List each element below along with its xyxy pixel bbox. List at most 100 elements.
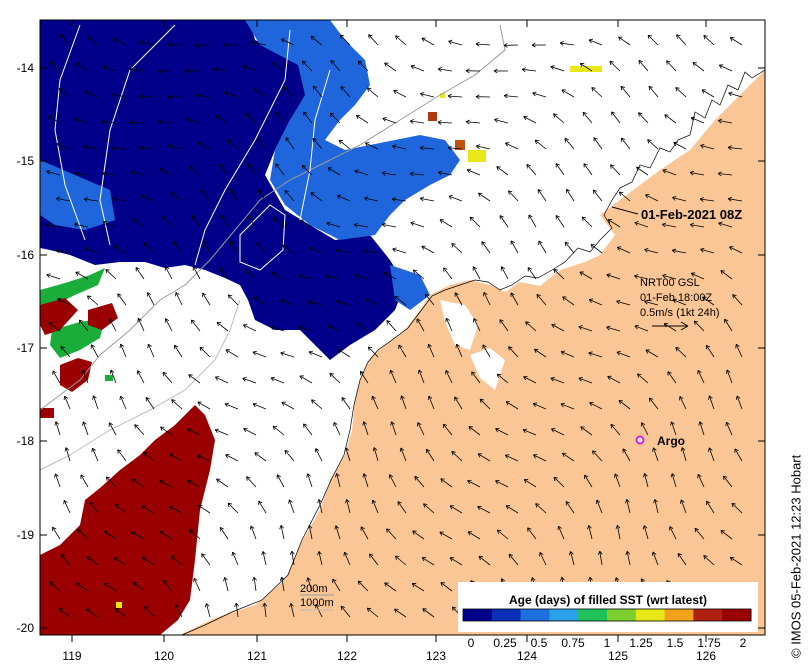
current-vector [171,399,183,410]
current-vector [690,224,705,228]
current-vector-head [112,196,117,199]
kimberley-inlets [440,300,478,350]
current-vector-head [642,473,645,478]
current-vector-head [197,401,201,406]
current-vector [561,89,575,98]
current-vector-head [340,34,345,37]
current-vector [448,95,463,98]
current-vector-head [290,603,294,607]
current-vector [705,345,715,358]
current-vector-head [447,95,452,99]
current-vector [46,224,61,228]
current-vector [271,272,285,280]
current-vector-head [626,551,631,555]
current-vector-head [588,39,592,44]
current-vector [318,499,323,514]
current-vector [410,120,425,124]
current-vector-head [55,421,60,425]
current-vector-head [391,198,396,202]
current-vector-head [330,59,335,63]
current-vector-head [400,447,405,451]
current-vector-head [57,298,60,303]
current-vector [326,275,341,280]
current-vector-head [564,138,566,143]
current-vector-head [392,248,396,253]
current-vector-head [129,120,134,123]
current-vector [536,294,547,306]
colorbar-ticks: 0 0.25 0.5 0.75 1 1.25 1.5 1.75 2 [468,636,747,650]
current-vector [535,503,547,514]
current-vector [112,147,127,150]
current-vector-head [451,606,454,611]
current-vector-head [168,145,172,149]
current-vector-head [727,145,732,148]
current-vector-head [343,552,345,557]
current-vector-head [620,85,625,88]
argo-float-marker[interactable] [635,435,645,445]
current-vector-head [272,426,275,431]
current-vector [60,34,71,46]
x-tick-label: 120 [154,649,174,663]
current-vector [303,423,313,436]
current-vector [643,525,649,540]
current-vector [344,552,351,566]
current-vector-head [131,479,135,484]
current-vector-head [247,163,252,166]
current-vector-head [130,171,134,175]
current-vector [410,173,425,176]
current-vector [592,189,603,202]
current-vector [505,401,519,410]
current-vector [158,120,173,124]
current-vector-head [275,163,280,166]
current-vector-head [55,473,59,477]
current-vector [318,551,323,566]
current-vector-head [424,294,427,299]
current-vector [86,556,99,566]
current-vector-head [252,350,257,353]
current-vector-head [643,525,648,529]
current-vector [644,249,659,254]
colorbar-tick-label: 0 [468,636,475,650]
current-vector-head [186,118,190,123]
current-vector [315,448,323,462]
current-vector-head [220,527,224,530]
current-vector [499,215,509,228]
current-vector-head [609,60,614,63]
current-vector-head [449,505,453,510]
current-vector [421,557,435,566]
current-vector [371,396,379,410]
current-vector-head [60,554,62,559]
current-scale-arrow [652,321,689,331]
current-vector [588,352,603,358]
current-vector-head [312,86,315,91]
current-vector-head [423,503,426,508]
current-vector-head [670,421,672,426]
current-vector [201,553,211,566]
current-vector-head [224,92,228,96]
current-vector [129,121,145,124]
current-vector-head [289,603,292,608]
current-vector [84,146,99,150]
current-vector-head [648,85,653,88]
current-vector-head [162,371,167,374]
current-vector-head [553,113,556,118]
current-vector [299,219,313,228]
current-vector [662,169,677,176]
current-vector [327,167,341,176]
current-vector [648,85,659,98]
current-vector-head [115,503,120,506]
current-vector-head [568,551,571,556]
current-vector-head [214,376,218,381]
current-vector-head [250,525,255,529]
current-vector-head [703,35,706,40]
sst-age-2-region [40,405,215,635]
current-vector-head [258,500,263,504]
bathymetry-deep-a [54,24,86,241]
current-vector [383,272,397,280]
current-vector [728,147,743,150]
current-vector-head [475,96,480,100]
current-vector-head [437,68,442,72]
current-vector-head [551,428,554,433]
current-vector [442,423,453,436]
current-vector [120,395,127,410]
